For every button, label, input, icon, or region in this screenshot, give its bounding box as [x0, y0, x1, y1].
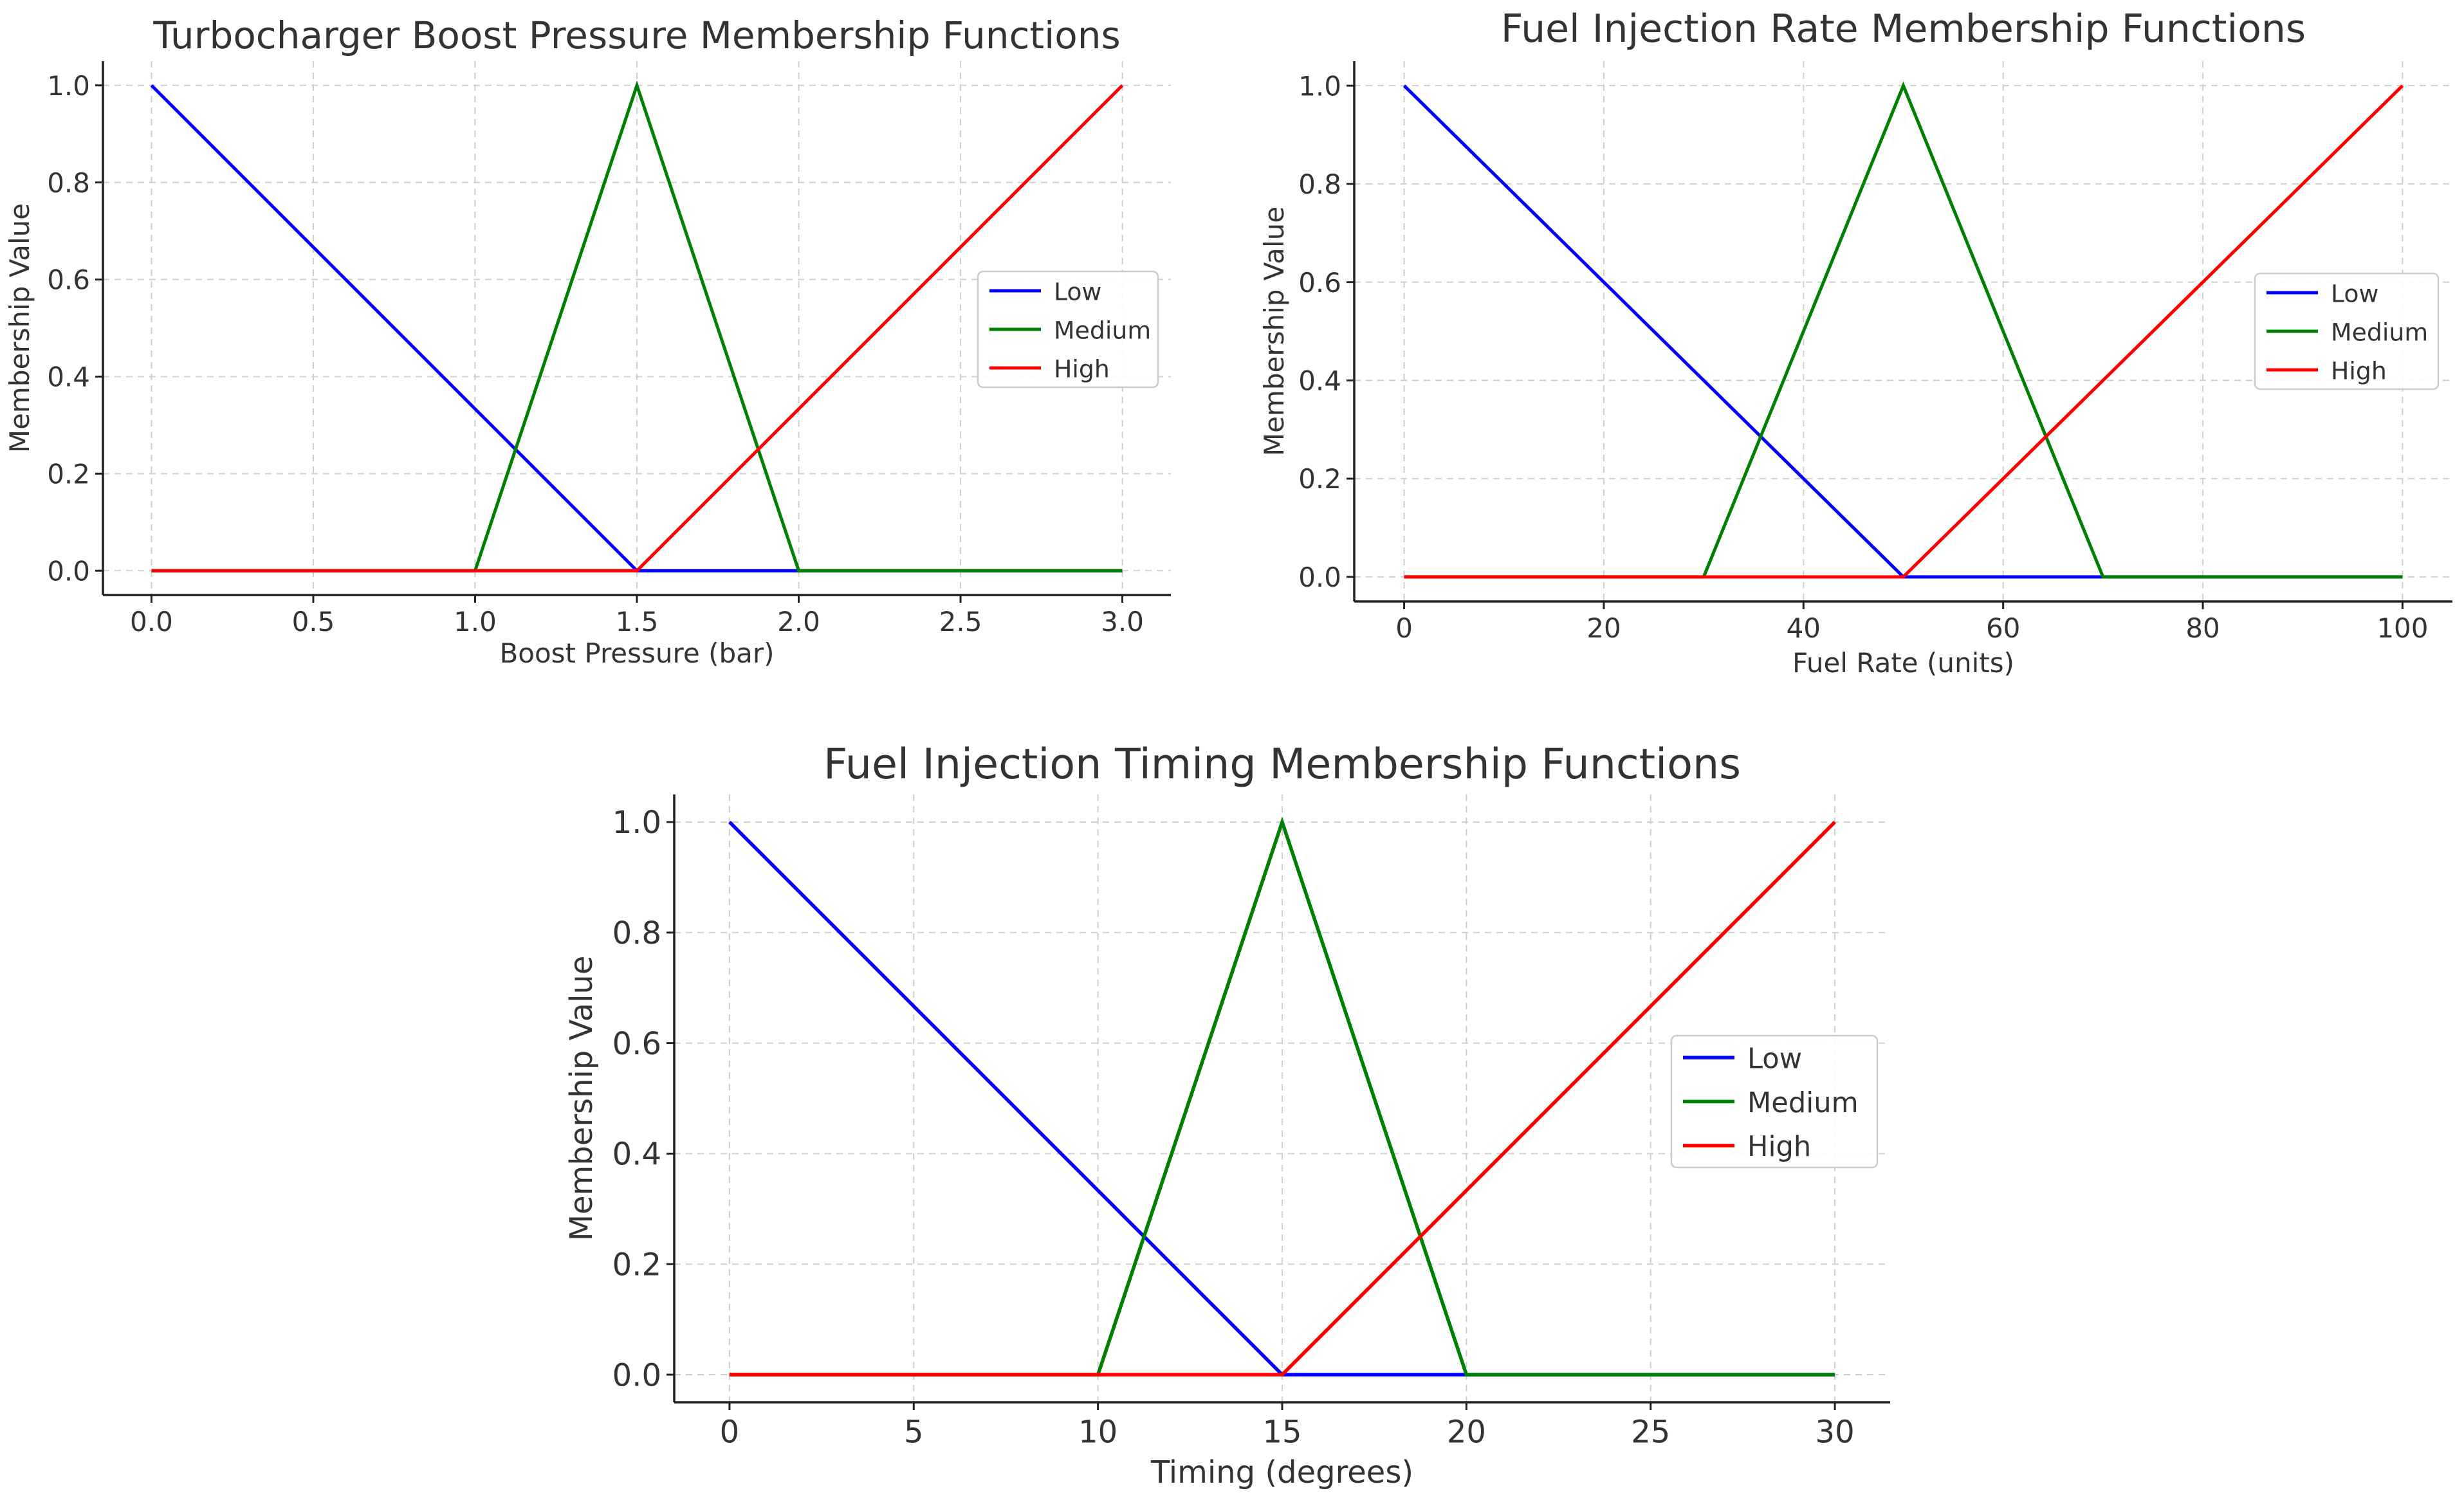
chart-2: 0 20 40 60 80 100 0.0 0.2 0.4 0.6 0.8 1.0 Fuel Injec… — [1258, 6, 2452, 679]
y-tick-label: 0.0 — [47, 555, 90, 587]
legend-label-high: High — [2331, 356, 2387, 385]
x-tick-label: 2.0 — [777, 606, 820, 637]
legend-frame — [977, 270, 1159, 389]
series-line-high — [1404, 84, 2404, 579]
legend-label-medium: Medium — [1054, 316, 1151, 344]
chart-title: Fuel Injection Timing Membership Functio… — [823, 740, 1741, 789]
x-tick-label: 0 — [1395, 612, 1413, 644]
y-tick-label: 1.0 — [612, 805, 661, 841]
x-axis-label: Timing (degrees) — [1150, 1454, 1413, 1490]
y-tick-label: 0.4 — [47, 362, 90, 393]
y-tick-label: 0.8 — [47, 167, 90, 199]
legend-label-low: Low — [2331, 279, 2378, 307]
x-tick-label: 20 — [1586, 612, 1621, 644]
legend: Low Medium High — [1670, 1034, 1879, 1169]
y-axis-label: Membership Value — [564, 956, 600, 1241]
x-tick-label: 3.0 — [1101, 606, 1144, 637]
x-tick-label: 0.0 — [130, 606, 173, 637]
series-line-medium — [1404, 81, 2403, 579]
y-tick-label: 0.8 — [1298, 169, 1341, 200]
legend-label-low: Low — [1054, 277, 1101, 306]
y-tick-label: 0.4 — [1298, 365, 1341, 396]
x-tick-label: 40 — [1787, 612, 1821, 644]
legend-label-high: High — [1054, 354, 1110, 383]
chart-3: 0 5 10 15 20 25 30 0.0 0.2 0.4 0.6 0.8 1.0 Fuel Injec… — [564, 740, 1890, 1490]
chart-title: Fuel Injection Rate Membership Functions — [1501, 6, 2306, 51]
y-tick-label: 0.0 — [612, 1357, 661, 1393]
x-tick-label: 0 — [720, 1414, 740, 1450]
y-tick-label: 0.8 — [612, 915, 661, 951]
chart-1: 0.0 0.5 1.0 1.5 2.0 2.5 3.0 0.0 0.2 0.4 0.6 0.8 1.0 T… — [4, 14, 1171, 669]
x-tick-label: 5 — [904, 1414, 924, 1450]
y-tick-label: 0.2 — [1298, 463, 1341, 495]
x-tick-label: 80 — [2185, 612, 2220, 644]
y-tick-label: 0.6 — [1298, 267, 1341, 298]
y-tick-label: 0.4 — [612, 1137, 661, 1173]
y-tick-label: 1.0 — [47, 70, 90, 102]
y-axis-label: Membership Value — [4, 203, 35, 453]
y-tick-label: 1.0 — [1298, 70, 1341, 102]
x-tick-label: 1.5 — [616, 606, 659, 637]
legend-label-medium: Medium — [1747, 1087, 1859, 1119]
x-tick-label: 1.0 — [454, 606, 497, 637]
y-tick-label: 0.6 — [47, 264, 90, 296]
y-axis-label: Membership Value — [1258, 206, 1290, 456]
x-axis-label: Fuel Rate (units) — [1792, 647, 2014, 679]
y-tick-label: 0.2 — [612, 1247, 661, 1283]
y-tick-label: 0.0 — [1298, 562, 1341, 593]
x-tick-label: 2.5 — [939, 606, 982, 637]
series-line-low — [1402, 84, 2403, 579]
legend-label-low: Low — [1747, 1043, 1802, 1075]
x-tick-label: 25 — [1631, 1414, 1670, 1450]
y-tick-label: 0.6 — [612, 1026, 661, 1062]
x-tick-label: 30 — [1816, 1414, 1855, 1450]
x-tick-label: 20 — [1447, 1414, 1486, 1450]
legend-frame — [2254, 272, 2440, 390]
x-tick-label: 60 — [1986, 612, 2020, 644]
legend: Low Medium High — [977, 270, 1159, 389]
x-tick-label: 0.5 — [292, 606, 335, 637]
legend-label-high: High — [1747, 1131, 1811, 1163]
series-line-high — [151, 84, 1124, 572]
legend-label-medium: Medium — [2331, 318, 2428, 346]
legend-frame — [1670, 1034, 1879, 1169]
legend: Low Medium High — [2254, 272, 2440, 390]
x-tick-label: 15 — [1262, 1414, 1301, 1450]
x-axis-label: Boost Pressure (bar) — [499, 637, 774, 669]
x-tick-label: 100 — [2377, 612, 2428, 644]
chart-title: Turbocharger Boost Pressure Membership F… — [152, 14, 1120, 57]
y-tick-label: 0.2 — [47, 458, 90, 490]
series-line-high — [729, 821, 1837, 1377]
x-tick-label: 10 — [1078, 1414, 1117, 1450]
